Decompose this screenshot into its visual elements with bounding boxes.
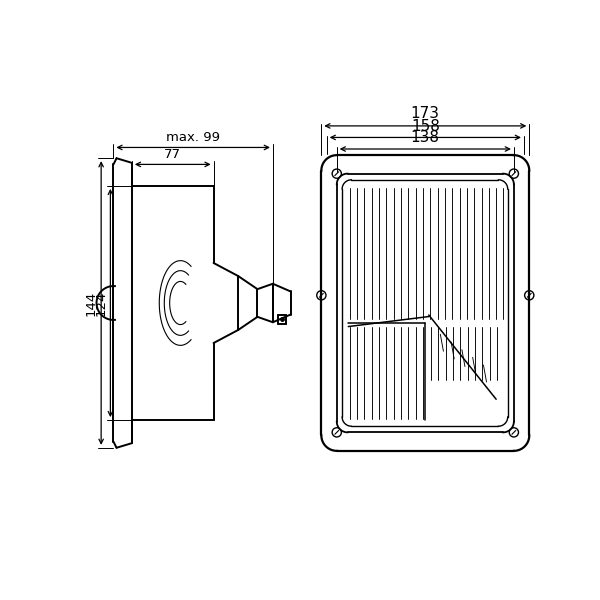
Text: 138: 138 [411,130,440,145]
Text: 124: 124 [94,290,107,316]
Text: 77: 77 [164,148,181,161]
Text: 144: 144 [84,290,97,316]
Text: 173: 173 [411,106,440,121]
Text: 158: 158 [411,119,440,134]
Text: max. 99: max. 99 [166,131,220,143]
